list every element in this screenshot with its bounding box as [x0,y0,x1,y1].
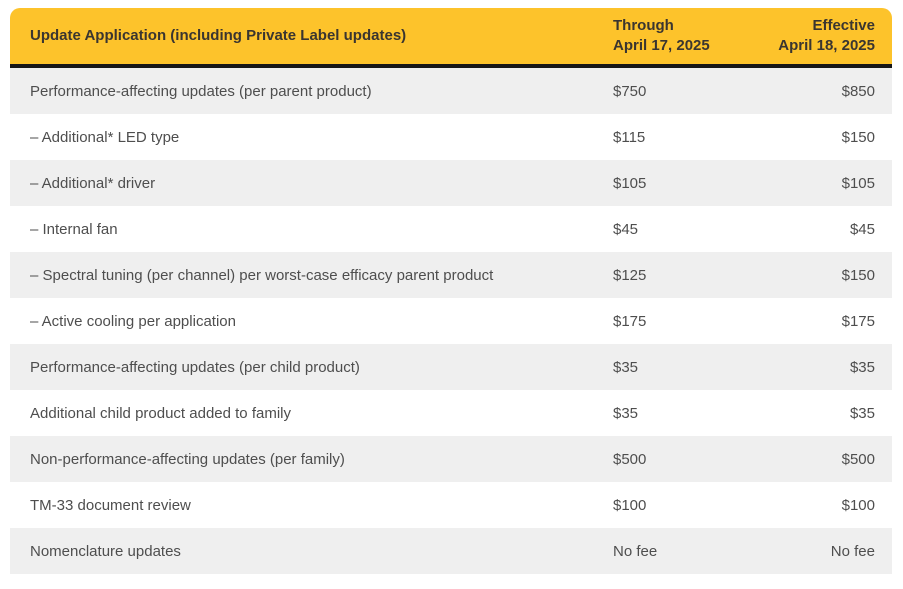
row-label: Nomenclature updates [30,542,181,560]
table-row: – Internal fan $45 $45 [10,206,892,252]
row-fee-through: $45 [613,220,639,238]
table-row: – Additional* driver $105 $105 [10,160,892,206]
row-label: Non-performance-affecting updates (per f… [30,450,345,468]
row-fee-through: $100 [613,496,647,514]
table-body: Performance-affecting updates (per paren… [10,68,892,574]
row-fee-effective: No fee [830,542,875,560]
header-through-line1: Through [613,16,674,34]
header-through-date: Through April 17, 2025 [603,16,763,57]
row-label: Additional child product added to family [30,404,291,422]
row-label: – Additional* LED type [30,128,180,146]
row-fee-through: $35 [613,404,639,422]
row-label: – Additional* driver [30,174,156,192]
header-update-application: Update Application (including Private La… [30,26,407,44]
row-fee-effective: $45 [849,220,875,238]
table-row: Nomenclature updates No fee No fee [10,528,892,574]
table-row: Additional child product added to family… [10,390,892,436]
row-label: – Active cooling per application [30,312,236,330]
header-effective-date: Effective April 18, 2025 [763,16,892,57]
table-row: Performance-affecting updates (per paren… [10,68,892,114]
table-row: Performance-affecting updates (per child… [10,344,892,390]
row-fee-through: $105 [613,174,647,192]
table-header-row: Update Application (including Private La… [10,8,892,68]
table-row: Non-performance-affecting updates (per f… [10,436,892,482]
row-fee-through: $125 [613,266,647,284]
row-label: – Spectral tuning (per channel) per wors… [30,266,494,284]
header-effective-line2: April 18, 2025 [778,37,875,54]
row-fee-through: $500 [613,450,647,468]
row-fee-effective: $175 [841,312,875,330]
row-fee-effective: $35 [849,404,875,422]
row-fee-effective: $35 [849,358,875,376]
row-fee-through: $750 [613,82,647,100]
row-fee-effective: $105 [841,174,875,192]
row-label: Performance-affecting updates (per paren… [30,82,372,100]
table-row: – Active cooling per application $175 $175 [10,298,892,344]
table-row: TM-33 document review $100 $100 [10,482,892,528]
table-row: – Spectral tuning (per channel) per wors… [10,252,892,298]
row-fee-effective: $500 [841,450,875,468]
row-fee-through: No fee [613,542,658,560]
row-fee-through: $115 [613,128,646,146]
table-row: – Additional* LED type $115 $150 [10,114,892,160]
row-label: Performance-affecting updates (per child… [30,358,360,376]
row-fee-effective: $100 [841,496,875,514]
header-through-line2: April 17, 2025 [613,37,710,54]
row-label: – Internal fan [30,220,118,238]
header-effective-line1: Effective [812,16,875,34]
fee-schedule-table: Update Application (including Private La… [10,8,892,574]
row-label: TM-33 document review [30,496,191,514]
row-fee-through: $35 [613,358,639,376]
row-fee-effective: $150 [841,266,875,284]
row-fee-effective: $850 [841,82,875,100]
row-fee-effective: $150 [841,128,875,146]
row-fee-through: $175 [613,312,647,330]
